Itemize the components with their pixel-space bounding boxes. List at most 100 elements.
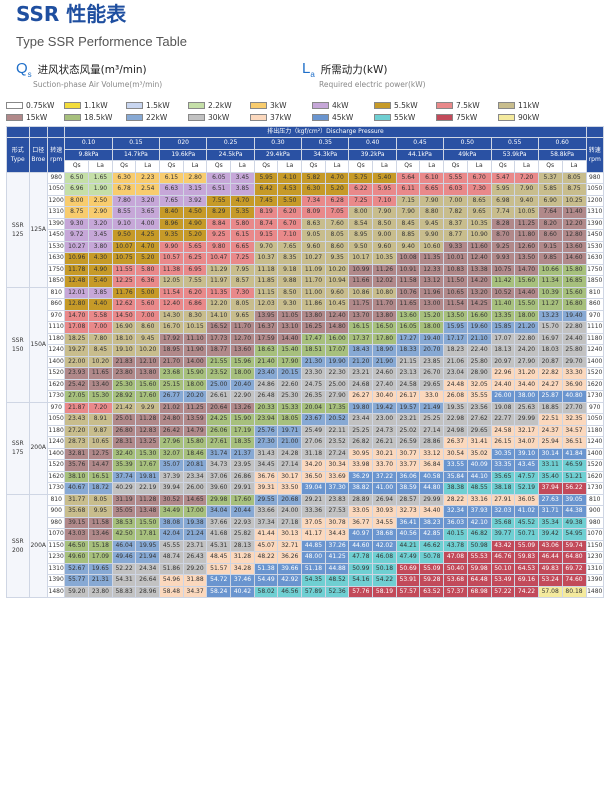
la-value: 6.10	[419, 171, 445, 184]
qs-value: 40.97	[348, 528, 374, 541]
legend-swatch	[436, 101, 453, 109]
la-value: 27.14	[419, 424, 445, 437]
legend-item: 37kW	[250, 113, 312, 122]
la-value: 41.02	[514, 505, 539, 518]
qs-value: 18.63	[253, 344, 279, 357]
qs-value: 27.96	[159, 436, 184, 449]
la-value: 19.40	[561, 309, 587, 322]
rpm-value: 1400	[46, 447, 66, 460]
qs-value: 19.57	[395, 401, 421, 414]
qs-value: 10.65	[443, 286, 468, 299]
qs-value: 13.95	[253, 309, 279, 322]
la-value: 69.72	[561, 562, 587, 575]
la-value: 11.60	[466, 240, 492, 253]
qs-value: 7.34	[301, 194, 326, 207]
qs-value: 52.67	[64, 562, 90, 575]
page-title: SSR 性能表	[16, 2, 127, 26]
la-value: 24.60	[372, 367, 397, 380]
la-value: 7.10	[372, 194, 397, 207]
la-value: 18.00	[182, 378, 208, 391]
kpa-value: 9.8kPa	[64, 148, 113, 161]
rpm-value: 1240	[46, 344, 66, 357]
model-name: SSR 175	[6, 401, 30, 495]
qs-value: 32.03	[490, 505, 516, 518]
rpm-value: 1050	[46, 183, 66, 196]
la-value: 22.60	[277, 378, 303, 391]
rpm-value: 1850	[585, 275, 605, 288]
qs-value: 16.52	[206, 321, 232, 334]
qs-value: 9.50	[111, 229, 137, 242]
performance-table: 排出压力（kgf/cm²）Discharge Pressure 形式 Type 口径…	[6, 126, 605, 598]
qs-value: 37.06	[206, 470, 232, 483]
rpm-value: 1150	[46, 539, 66, 552]
la-value: 8.60	[135, 321, 161, 334]
la-value: 55.09	[514, 539, 539, 552]
form-header: 形式 Type	[6, 137, 30, 173]
la-value: 25.00	[324, 378, 350, 391]
qs-value: 16.15	[348, 321, 374, 334]
la-value: 17.90	[277, 355, 303, 368]
la-value: 22.11	[324, 424, 350, 437]
la-value: 28.86	[419, 436, 445, 449]
rpm-value: 900	[46, 505, 66, 518]
la-value: 11.65	[88, 367, 113, 380]
la-value: 40.42	[230, 585, 255, 598]
la-value: 5.00	[135, 286, 161, 299]
qs-value: 53.49	[490, 574, 516, 587]
qs-value: 26.80	[111, 424, 137, 437]
qs-value: 11.75	[348, 298, 374, 311]
qs-value: 10.27	[64, 240, 90, 253]
qs-value: 25.42	[64, 378, 90, 391]
la-value: 6.65	[419, 183, 445, 196]
legend-item: 4kW	[312, 101, 374, 110]
qs-value: 30.54	[443, 447, 468, 460]
qs-value: 47.78	[348, 551, 374, 564]
qs-value: 47.08	[443, 551, 468, 564]
rpm-value: 1400	[46, 355, 66, 368]
qs-value: 33.05	[348, 505, 374, 518]
qs-value: 9.35	[159, 229, 184, 242]
qs-value: 38.59	[395, 482, 421, 495]
qs-value: 13.23	[537, 309, 563, 322]
table-row: 1730 27.05 15.30 28.92 17.60 26.77 20.20 26.61 2…	[7, 390, 605, 403]
la-value: 5.95	[372, 183, 397, 196]
rpm-value: 970	[585, 401, 605, 414]
qs-value: 13.35	[490, 309, 516, 322]
qs-value: 8.84	[206, 217, 232, 230]
la-value: 41.25	[324, 551, 350, 564]
qs-value: 27.61	[206, 436, 232, 449]
qs-value: 9.15	[253, 229, 279, 242]
la-value: 11.10	[182, 332, 208, 345]
qs-value: 10.96	[64, 252, 90, 265]
qs-value: 25.94	[537, 436, 563, 449]
rpm-value: 1310	[585, 206, 605, 219]
rpm-value: 1750	[46, 263, 66, 276]
la-value: 38.23	[419, 516, 445, 529]
qs-value: 34.49	[159, 505, 184, 518]
qs-value: 20.64	[206, 401, 232, 414]
la-value: 24.20	[514, 344, 539, 357]
rpm-value: 810	[46, 286, 66, 299]
rpm-value: 1620	[585, 470, 605, 483]
rpm-value: 1850	[46, 275, 66, 288]
table-row: 1390 55.77 21.31 54.31 26.64 54.96 31.88 54.72 3…	[7, 574, 605, 587]
qs-value: 10.17	[348, 252, 374, 265]
pressure-value: 0.40	[348, 137, 397, 150]
la-value: 39.05	[561, 493, 587, 506]
qs-value: 43.78	[443, 539, 468, 552]
la-value: 24.34	[135, 562, 161, 575]
qs-value: 12.48	[64, 275, 90, 288]
qs-value: 5.55	[443, 171, 468, 184]
table-row: SSR 150 150A 810 12.01 3.85 11.76 5.00 11.54 6.2…	[6, 286, 605, 403]
la-value: 19.65	[88, 562, 113, 575]
la-value: 28.90	[466, 367, 492, 380]
qs-value: 20.04	[301, 401, 326, 414]
la-value: 21.94	[135, 551, 161, 564]
la-value: 10.90	[466, 229, 492, 242]
qs-value: 9.10	[111, 217, 137, 230]
qs-value: 7.80	[111, 194, 137, 207]
qs-value: 31.19	[111, 493, 137, 506]
qs-value: 19.35	[443, 401, 468, 414]
la-label: La	[277, 160, 303, 173]
qs-value: 29.21	[301, 493, 326, 506]
